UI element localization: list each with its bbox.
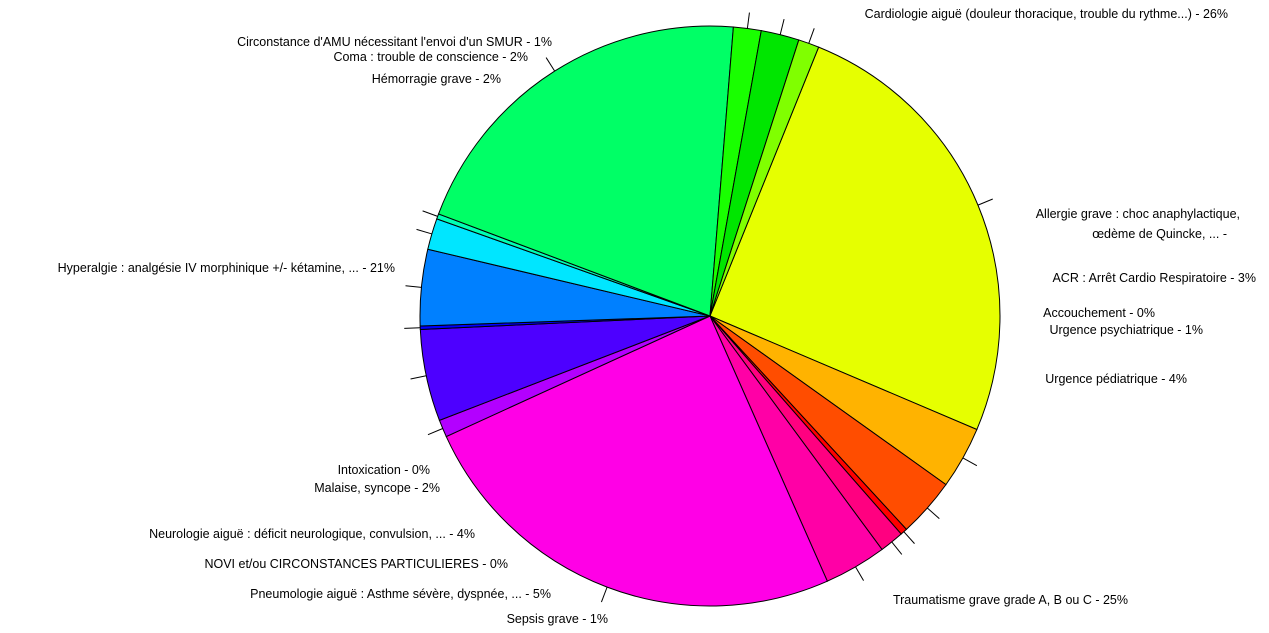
label-novi: NOVI et/ou CIRCONSTANCES PARTICULIERES -… xyxy=(204,557,508,571)
label-hemorragie: Hémorragie grave - 2% xyxy=(372,72,501,86)
leader-line-10 xyxy=(405,285,422,288)
leader-line-3 xyxy=(903,531,915,544)
pie-slice-6 xyxy=(445,315,829,607)
label-cardiologie: Cardiologie aiguë (douleur thoracique, t… xyxy=(865,7,1228,21)
label-hyperalgie: Hyperalgie : analgésie IV morphinique +/… xyxy=(58,261,395,275)
label-urgence-pediatrique: Urgence pédiatrique - 4% xyxy=(1045,372,1187,386)
leader-line-0 xyxy=(977,198,993,206)
slice-labels: Cardiologie aiguë (douleur thoracique, t… xyxy=(58,7,1256,626)
label-traumatisme: Traumatisme grave grade A, B ou C - 25% xyxy=(893,593,1128,607)
label-intoxication: Intoxication - 0% xyxy=(338,463,430,477)
label-accouchement: Accouchement - 0% xyxy=(1043,306,1155,320)
leader-line-13 xyxy=(545,57,556,72)
pie-slice-13 xyxy=(437,25,734,317)
leader-line-11 xyxy=(416,228,433,235)
leader-line-12 xyxy=(422,210,438,217)
leader-line-8 xyxy=(410,375,427,380)
label-allergie-line1: Allergie grave : choc anaphylactique, xyxy=(1036,207,1240,221)
label-circonstance-amu: Circonstance d'AMU nécessitant l'envoi d… xyxy=(237,35,552,49)
leader-line-9 xyxy=(404,327,421,329)
leader-line-2 xyxy=(926,507,940,519)
leader-lines xyxy=(404,12,993,603)
pie-slice-0 xyxy=(709,46,1001,431)
label-sepsis: Sepsis grave - 1% xyxy=(507,612,608,626)
leader-line-16 xyxy=(808,28,815,44)
leader-line-1 xyxy=(962,457,978,467)
leader-line-5 xyxy=(855,566,865,581)
pie-slice-16 xyxy=(709,39,820,317)
label-urgence-psychiatrique: Urgence psychiatrique - 1% xyxy=(1049,323,1203,337)
leader-line-7 xyxy=(427,428,443,436)
leader-line-15 xyxy=(779,18,785,35)
label-coma: Coma : trouble de conscience - 2% xyxy=(333,50,528,64)
leader-line-4 xyxy=(891,541,903,555)
leader-line-6 xyxy=(600,586,608,603)
label-acr: ACR : Arrêt Cardio Respiratoire - 3% xyxy=(1052,271,1256,285)
label-allergie-line2: œdème de Quincke, ... - xyxy=(1092,227,1227,241)
leader-line-14 xyxy=(746,12,750,29)
label-pneumologie: Pneumologie aiguë : Asthme sévère, dyspn… xyxy=(250,587,551,601)
pie-slices xyxy=(419,25,1001,607)
label-malaise: Malaise, syncope - 2% xyxy=(314,481,440,495)
label-neurologie: Neurologie aiguë : déficit neurologique,… xyxy=(149,527,475,541)
